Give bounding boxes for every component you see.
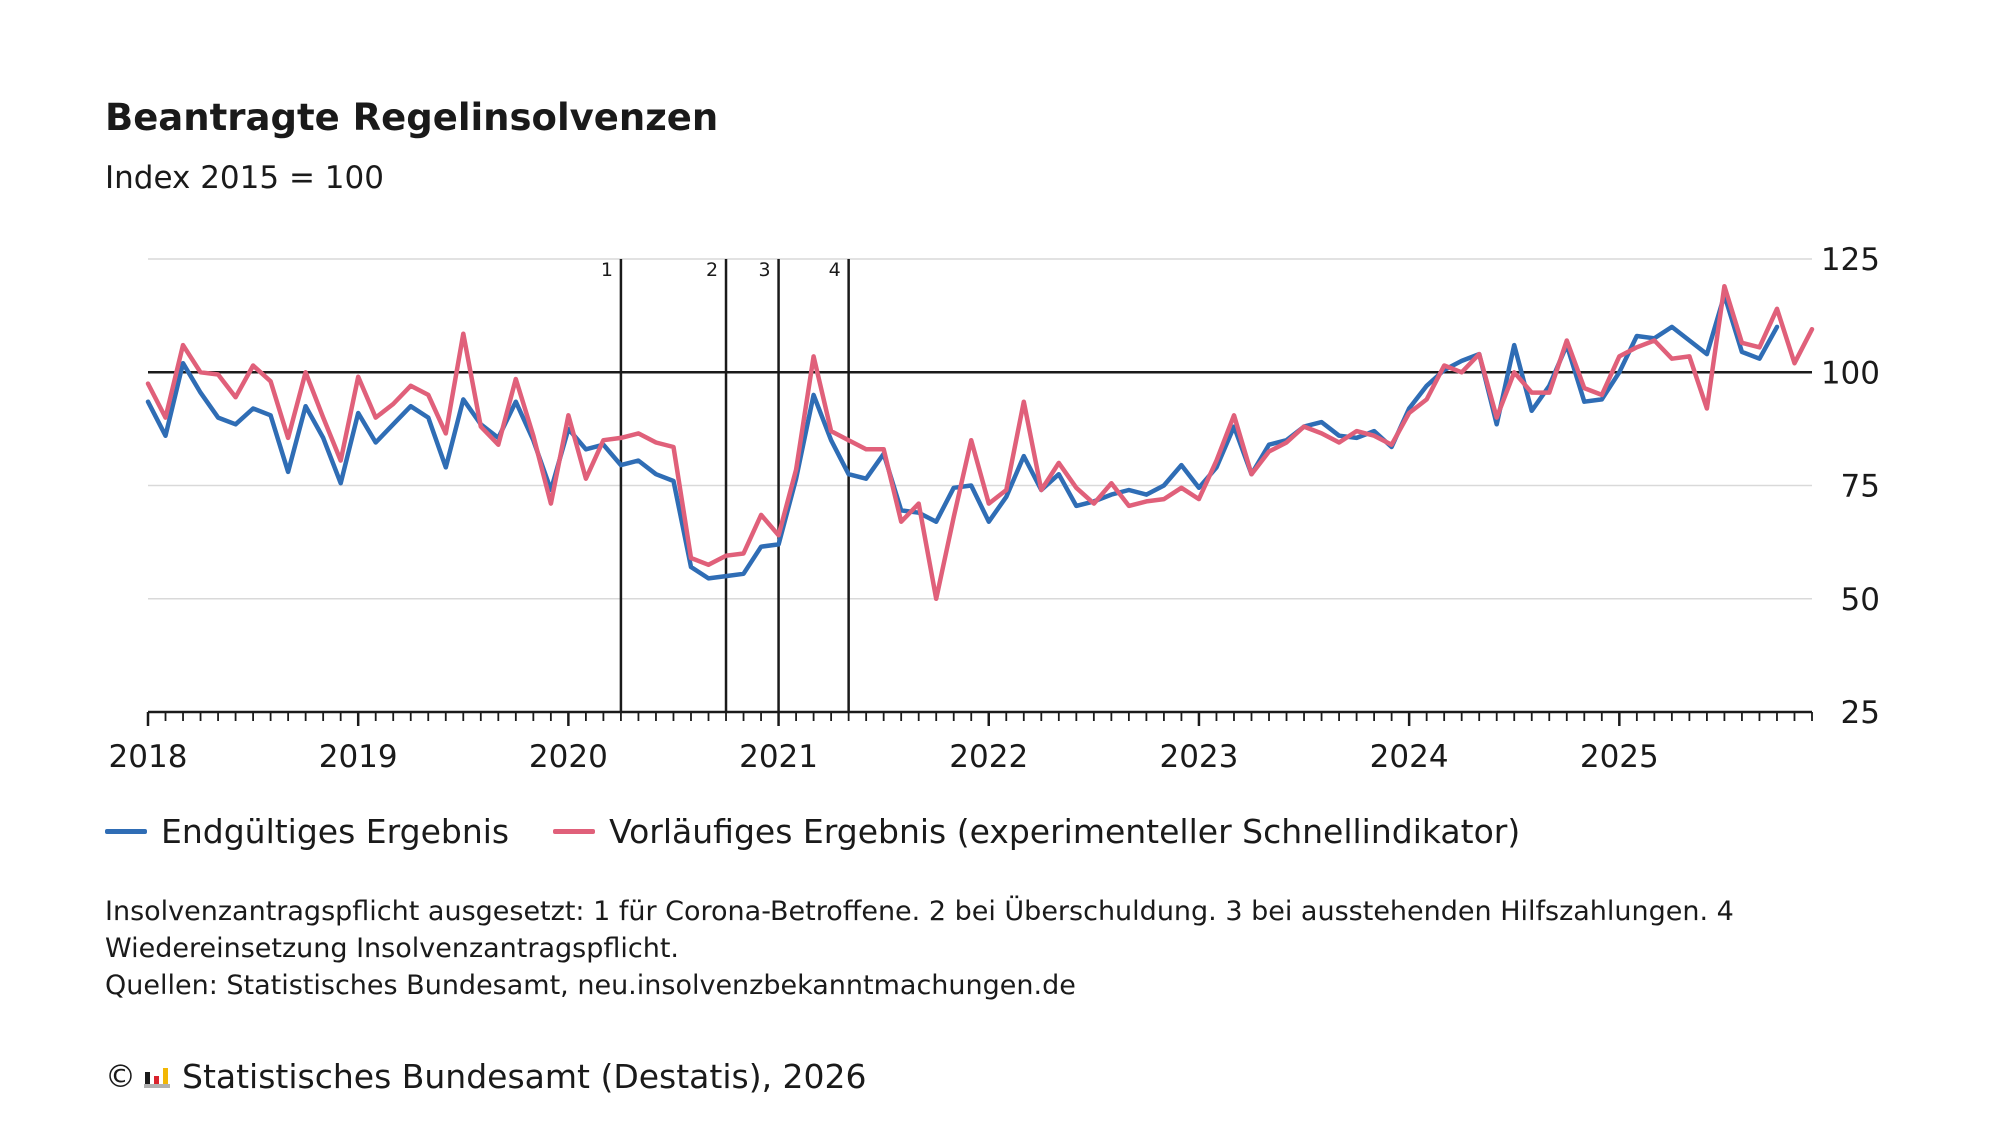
series-line-final [145, 292, 1780, 581]
event-marker-label-2: 2 [706, 259, 718, 281]
y-tick-label-25: 25 [1841, 695, 1880, 731]
note-sources: Quellen: Statistisches Bundesamt, neu.in… [105, 970, 1076, 1001]
copyright-icon: © [105, 1058, 136, 1095]
chart-subtitle: Index 2015 = 100 [105, 160, 384, 196]
legend-swatch-preliminary [553, 829, 596, 834]
chart-title: Beantragte Regelinsolvenzen [105, 96, 719, 139]
legend-swatch-final [105, 829, 147, 834]
chart-legend: Endgültiges Ergebnis Vorläufiges Ergebni… [105, 812, 1564, 851]
x-tick-label-2020: 2020 [529, 739, 608, 775]
x-tick-label-2021: 2021 [739, 739, 818, 775]
x-tick-label-2018: 2018 [109, 739, 188, 775]
footer: © Statistisches Bundesamt (Destatis), 20… [105, 1057, 867, 1096]
footer-text: Statistisches Bundesamt (Destatis), 2026 [182, 1057, 867, 1096]
y-tick-label-50: 50 [1841, 582, 1880, 618]
series-line-preliminary [145, 283, 1815, 602]
x-tick-label-2023: 2023 [1159, 739, 1238, 775]
x-tick-label-2019: 2019 [319, 739, 398, 775]
x-tick-label-2024: 2024 [1370, 739, 1449, 775]
event-marker-label-3: 3 [759, 259, 771, 281]
note-line-1: Insolvenzantragspflicht ausgesetzt: 1 fü… [105, 896, 1734, 927]
legend-item-preliminary[interactable]: Vorläufiges Ergebnis (experimenteller Sc… [553, 812, 1520, 851]
legend-label-final: Endgültiges Ergebnis [161, 812, 510, 851]
y-tick-label-100: 100 [1821, 355, 1880, 391]
legend-item-final[interactable]: Endgültiges Ergebnis [105, 812, 509, 851]
y-tick-label-75: 75 [1841, 469, 1880, 505]
destatis-logo-icon [144, 1067, 170, 1088]
event-marker-label-4: 4 [829, 259, 841, 281]
event-marker-label-1: 1 [601, 259, 613, 281]
note-line-2: Wiedereinsetzung Insolvenzantragspflicht… [105, 933, 679, 964]
legend-label-preliminary: Vorläufiges Ergebnis (experimenteller Sc… [609, 812, 1521, 851]
chart-notes: Insolvenzantragspflicht ausgesetzt: 1 fü… [105, 893, 1905, 1004]
x-tick-label-2022: 2022 [949, 739, 1028, 775]
y-tick-label-125: 125 [1821, 242, 1880, 278]
x-tick-label-2025: 2025 [1580, 739, 1659, 775]
